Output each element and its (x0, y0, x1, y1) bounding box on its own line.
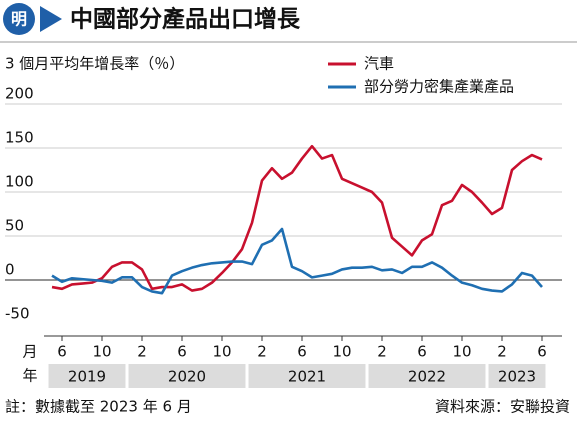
year-band (488, 364, 546, 388)
year-label: 2022 (408, 368, 446, 386)
x-tick-label: 6 (297, 343, 307, 361)
note: 註：數據截至 2023 年 6 月 (5, 398, 192, 416)
year-label: 2023 (498, 368, 536, 386)
month-label: 月 (22, 343, 37, 361)
source: 資料來源：安聯投資 (435, 398, 570, 416)
logo: 明 (11, 10, 27, 29)
x-tick-label: 10 (452, 343, 471, 361)
logo-circle (3, 3, 35, 35)
series-line (51, 144, 543, 292)
x-tick-label: 6 (417, 343, 427, 361)
year-band (48, 364, 126, 388)
x-tick-label: 10 (92, 343, 111, 361)
y-tick-label: -50 (5, 305, 30, 323)
x-tick-label: 6 (57, 343, 67, 361)
y-tick-label: 0 (5, 261, 15, 279)
subtitle: 3 個月平均年增長率（％） (5, 55, 184, 73)
series-line (51, 227, 543, 295)
year-label: 2021 (288, 368, 326, 386)
x-tick-label: 6 (537, 343, 547, 361)
year-label: 年 (22, 367, 37, 385)
x-tick-label: 2 (257, 343, 267, 361)
x-tick-label: 2 (497, 343, 507, 361)
year-band (128, 364, 246, 388)
x-tick-label: 10 (212, 343, 231, 361)
y-tick-label: 150 (5, 129, 34, 147)
x-tick-label: 2 (137, 343, 147, 361)
year-band (368, 364, 486, 388)
x-tick-label: 10 (332, 343, 351, 361)
chart-title: 中國部分產品出口增長 (70, 6, 301, 33)
year-label: 2020 (168, 368, 206, 386)
y-tick-label: 200 (5, 85, 34, 103)
year-label: 2019 (68, 368, 106, 386)
x-tick-label: 2 (377, 343, 387, 361)
year-band (248, 364, 366, 388)
x-tick-label: 6 (177, 343, 187, 361)
y-tick-label: 100 (5, 173, 34, 191)
title-arrow (40, 6, 62, 32)
y-tick-label: 50 (5, 217, 24, 235)
legend-label: 部分勞力密集產業產品 (364, 78, 514, 96)
legend-label: 汽車 (364, 55, 394, 73)
